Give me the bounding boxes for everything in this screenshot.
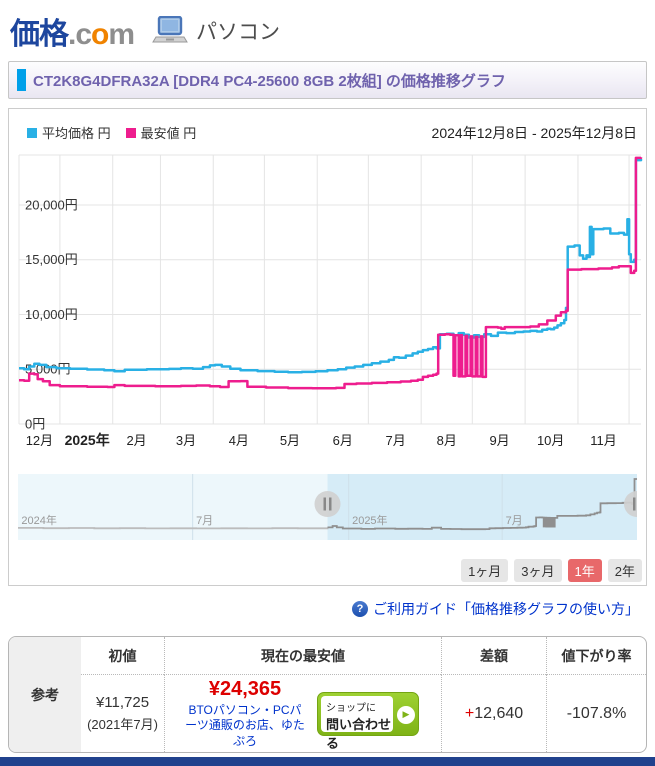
svg-text:11月: 11月 <box>590 433 617 448</box>
svg-text:3月: 3月 <box>176 433 196 448</box>
col-header-current-lowest: 現在の最安値 <box>164 637 441 675</box>
legend-average-swatch-icon <box>27 127 37 138</box>
page-title-bar: CT2K8G4DFRA32A [DDR4 PC4-25600 8GB 2枚組] … <box>8 61 647 99</box>
initial-price-value: ¥11,725 <box>95 694 150 711</box>
price-summary-table: 参考 初値 現在の最安値 差額 値下がり率 ¥11,725 (2021年7月) … <box>8 636 647 753</box>
initial-price-date: (2021年7月) <box>87 717 158 732</box>
svg-text:2024年: 2024年 <box>21 513 56 527</box>
svg-text:7月: 7月 <box>385 433 405 448</box>
current-lowest-block: ¥24,365 BTOパソコン・PCパーツ通販のお店、ゆたぷろ <box>183 678 307 750</box>
legend-lowest-swatch-icon <box>125 127 136 138</box>
col-header-initial-price: 初値 <box>81 637 164 675</box>
help-row: ? ご利用ガイド「価格推移グラフの使い方」 <box>0 599 639 619</box>
site-header: 価格.com パソコン <box>0 0 655 59</box>
svg-text:10,000円: 10,000円 <box>25 307 78 322</box>
chart-navigator[interactable]: 2024年 7月 2025年 7月 <box>18 474 637 540</box>
legend-average: 平均価格 円 <box>27 123 111 142</box>
laptop-icon <box>152 16 188 46</box>
legend-average-label: 平均価格 円 <box>42 126 111 141</box>
svg-text:20,000円: 20,000円 <box>25 197 78 212</box>
svg-text:7月: 7月 <box>506 515 523 527</box>
range-button-2[interactable]: 3ヶ月 <box>514 559 562 582</box>
svg-text:2月: 2月 <box>126 433 146 448</box>
range-button-4[interactable]: 2年 <box>607 559 642 582</box>
price-chart-panel: 平均価格 円 最安値 円 2024年12月8日 - 2025年12月8日 0円 5… <box>8 108 647 586</box>
svg-text:8月: 8月 <box>437 433 457 448</box>
svg-text:12月: 12月 <box>26 433 53 448</box>
contact-shop-button[interactable]: ショップに 問い合わせる ▶ <box>317 691 419 751</box>
logo-dot-c: .c <box>68 18 92 51</box>
drop-rate-cell: -107.8% <box>546 675 646 752</box>
svg-text:15,000円: 15,000円 <box>25 252 78 267</box>
category-label[interactable]: パソコン <box>196 21 281 44</box>
col-header-difference: 差額 <box>441 637 546 675</box>
page-title: CT2K8G4DFRA32A [DDR4 PC4-25600 8GB 2枚組] … <box>33 72 506 90</box>
svg-text:2025年: 2025年 <box>352 513 387 527</box>
logo-o: o <box>91 18 109 51</box>
logo-kakaku-text: 価格 <box>10 18 69 51</box>
legend-lowest: 最安値 円 <box>125 123 197 142</box>
difference-sign: + <box>464 704 475 722</box>
svg-text:9月: 9月 <box>489 433 509 448</box>
play-arrow-icon: ▶ <box>397 705 415 724</box>
svg-text:0円: 0円 <box>25 417 45 432</box>
legend-lowest-label: 最安値 円 <box>140 126 197 141</box>
logo-m: m <box>108 18 135 51</box>
svg-text:2025年: 2025年 <box>65 432 110 448</box>
chart-date-range: 2024年12月8日 - 2025年12月8日 <box>431 124 637 141</box>
range-button-1[interactable]: 1ヶ月 <box>461 559 509 582</box>
range-button-row: 1ヶ月 3ヶ月 1年 2年 <box>9 559 642 582</box>
navigator-right-handle[interactable] <box>624 491 637 517</box>
svg-text:5月: 5月 <box>280 433 300 448</box>
table-row-header: 参考 <box>9 637 81 752</box>
difference-value: 12,640 <box>474 704 524 722</box>
shop-link[interactable]: BTOパソコン・PCパーツ通販のお店、ゆたぷろ <box>185 702 305 748</box>
contact-shop-button-label: ショップに 問い合わせる <box>321 695 393 751</box>
footer-bar <box>0 757 655 766</box>
price-history-chart: 0円 5,000円 10,000円 15,000円 20,000円 12月 2025年 2月 3… <box>9 142 646 457</box>
kakaku-logo[interactable]: 価格.com <box>10 9 135 53</box>
initial-price-cell: ¥11,725 (2021年7月) <box>81 675 164 752</box>
col-header-drop-rate: 値下がり率 <box>546 637 646 675</box>
current-lowest-cell: ¥24,365 BTOパソコン・PCパーツ通販のお店、ゆたぷろ ショップに 問い… <box>164 675 441 752</box>
difference-cell: + 12,640 <box>441 675 546 752</box>
svg-text:4月: 4月 <box>229 433 249 448</box>
chart-legend-row: 平均価格 円 最安値 円 2024年12月8日 - 2025年12月8日 <box>9 109 646 142</box>
svg-text:10月: 10月 <box>537 433 564 448</box>
usage-guide-link[interactable]: ご利用ガイド「価格推移グラフの使い方」 <box>373 601 639 617</box>
question-icon: ? <box>352 601 368 617</box>
current-lowest-price: ¥24,365 <box>208 677 282 700</box>
navigator-left-handle[interactable] <box>314 491 341 517</box>
svg-text:7月: 7月 <box>196 515 213 527</box>
svg-text:6月: 6月 <box>333 433 353 448</box>
title-accent-mark <box>17 69 26 91</box>
range-button-3[interactable]: 1年 <box>567 559 602 582</box>
